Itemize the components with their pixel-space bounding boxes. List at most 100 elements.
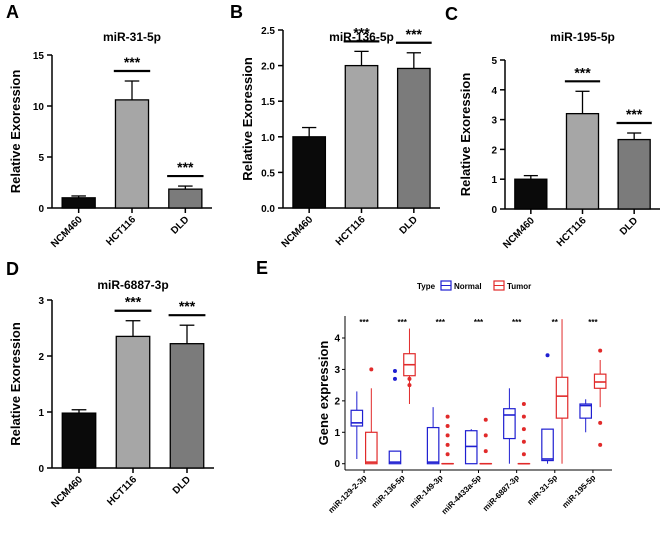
x-tick-label: DLD	[398, 214, 420, 236]
chart-title: miR-195-5p	[550, 30, 615, 44]
legend-label-normal: Normal	[454, 282, 482, 291]
x-tick-label: miR-195-5p	[560, 473, 597, 510]
normal-box-mir-149-3p	[426, 426, 440, 465]
chart-title: miR-6887-3p	[97, 278, 168, 292]
significance-label: ***	[179, 298, 196, 314]
tumor-box-mir-129-2-3p	[364, 431, 378, 465]
x-tick-label: DLD	[618, 215, 640, 237]
y-tick-label: 0	[334, 459, 340, 470]
y-tick-label: 15	[33, 51, 45, 62]
x-tick-label: DLD	[171, 474, 193, 496]
y-tick-label: 3	[38, 296, 44, 307]
normal-outlier-point	[392, 369, 397, 373]
tumor-outlier-point	[521, 452, 526, 457]
significance-label: ***	[626, 106, 643, 122]
significance-label: ***	[574, 64, 591, 80]
bar-dld	[396, 67, 431, 209]
y-tick-label: 1.5	[261, 97, 275, 108]
significance-label-mir-149-3p: ***	[436, 318, 446, 327]
y-tick-label: 2	[334, 396, 340, 407]
normal-box-mir-129-2-3p	[350, 409, 364, 427]
tumor-outlier-point	[483, 433, 488, 438]
panel-letter: D	[6, 259, 19, 279]
tumor-outlier-point	[483, 449, 488, 454]
y-tick-label: 2.0	[261, 62, 275, 73]
y-tick-label: 0	[491, 205, 497, 216]
y-axis-label: Relative Exoression	[8, 322, 23, 446]
tumor-outlier-point	[407, 383, 412, 388]
y-tick-label: 0	[38, 464, 44, 475]
y-tick-label: 2	[38, 352, 44, 363]
tumor-outlier-point	[445, 452, 450, 457]
panel-letter: A	[6, 2, 19, 22]
significance-label: ***	[124, 54, 141, 70]
x-tick-label: HCT116	[334, 214, 368, 248]
bar-hct116	[114, 99, 150, 209]
y-axis-label: Relative Exoression	[458, 73, 473, 197]
tumor-outlier-point	[369, 367, 374, 372]
panel-e-boxplot: E Type Normal Tumor Gene expression 0 1 2 3 4 *** m…	[256, 258, 612, 516]
y-tick-label: 1	[491, 175, 497, 186]
bar-hct116	[115, 335, 151, 469]
y-tick-label: 0.0	[261, 204, 275, 215]
y-tick-label: 3	[334, 365, 340, 376]
x-tick-label: HCT116	[104, 214, 138, 248]
y-tick-label: 1.0	[261, 133, 275, 144]
significance-label-mir-136-5p: ***	[398, 318, 408, 327]
tumor-outlier-point	[445, 414, 450, 419]
bar-ncm460	[61, 197, 96, 209]
x-tick-label: NCM460	[501, 215, 537, 251]
tumor-outlier-point	[598, 442, 603, 447]
normal-outlier-point	[392, 376, 397, 381]
tumor-outlier-point	[598, 348, 603, 353]
bar-dld	[168, 188, 203, 209]
y-axis-label: Gene expression	[316, 341, 331, 446]
x-tick-label: miR-149-3p	[408, 473, 445, 510]
significance-label-mir-129-2-3p: ***	[359, 318, 369, 327]
tumor-outlier-point	[521, 402, 526, 406]
significance-label: ***	[353, 24, 370, 40]
y-tick-label: 0	[38, 204, 44, 215]
y-tick-label: 1	[334, 428, 340, 439]
x-tick-label: miR-129-2-3p	[327, 473, 369, 515]
x-tick-label: DLD	[169, 214, 191, 236]
x-tick-label: NCM460	[49, 214, 85, 250]
y-tick-label: 4	[491, 86, 497, 97]
significance-label: ***	[406, 26, 423, 42]
y-tick-label: 0.5	[261, 168, 275, 179]
panel-letter: B	[230, 2, 243, 22]
significance-label: ***	[177, 159, 194, 175]
chart-title: miR-31-5p	[103, 30, 161, 44]
tumor-outlier-point	[483, 417, 488, 422]
x-tick-label: HCT116	[555, 215, 589, 249]
bar-dld	[617, 138, 651, 210]
normal-box-mir-6887-3p	[503, 408, 516, 440]
y-axis-label: Relative Exoression	[8, 70, 23, 194]
normal-outlier-point	[545, 353, 550, 358]
significance-label: ***	[125, 294, 142, 310]
tumor-outlier-point	[521, 414, 526, 419]
bar-ncm460	[514, 178, 548, 210]
tumor-outlier-point	[407, 376, 412, 381]
x-tick-label: NCM460	[49, 474, 85, 510]
significance-label-mir-4433a-5p: ***	[474, 318, 484, 327]
y-tick-label: 1	[38, 408, 44, 419]
y-tick-label: 2	[491, 145, 497, 156]
x-tick-label: miR-31-5p	[525, 473, 559, 507]
normal-box-mir-31-5p	[541, 428, 554, 462]
bar-ncm460	[292, 136, 327, 209]
y-axis-label: Relative Exoression	[240, 57, 255, 181]
x-tick-label: miR-136-5p	[370, 473, 407, 510]
tumor-outlier-point	[521, 439, 526, 444]
panel-letter: E	[256, 258, 268, 278]
tumor-outlier-point	[598, 420, 603, 425]
tumor-outlier-point	[445, 442, 450, 447]
x-tick-label: miR-6887-3p	[481, 473, 521, 513]
x-tick-label: miR-4433a-5p	[440, 473, 483, 516]
y-tick-label: 5	[38, 153, 44, 164]
normal-box-mir-195-5p	[579, 403, 593, 419]
significance-label-mir-6887-3p: ***	[512, 318, 522, 327]
